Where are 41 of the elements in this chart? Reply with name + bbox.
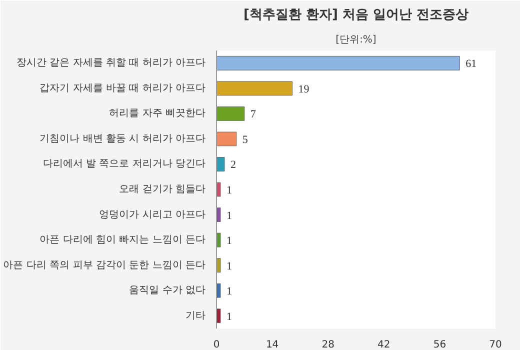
- chart-title: [척추질환 환자] 처음 일어난 전조증상: [244, 8, 469, 22]
- x-tick-label: 42: [378, 340, 390, 350]
- data-label: 5: [242, 134, 248, 146]
- y-tick-label: 엉덩이가 시리고 아프다: [99, 209, 206, 220]
- data-label: 1: [226, 310, 232, 323]
- y-tick-label: 오래 걷기가 힘들다: [119, 184, 206, 195]
- bar: [216, 81, 292, 96]
- data-label: 2: [230, 159, 236, 172]
- bar: [216, 56, 460, 70]
- chart-subtitle: [단위:%]: [336, 34, 376, 46]
- bar: [216, 157, 225, 172]
- bar: [216, 232, 221, 248]
- y-tick-label: 갑자기 자세를 바꿀 때 허리가 아프다: [40, 82, 206, 94]
- y-tick-label: 기침이나 배변 활동 시 허리가 아프다: [40, 133, 206, 144]
- bar: [216, 308, 221, 324]
- x-tick-label: 56: [433, 340, 446, 350]
- bar: [216, 258, 221, 273]
- data-label: 19: [298, 83, 310, 96]
- bar: [216, 182, 221, 197]
- y-tick-label: 다리에서 발 쪽으로 저리거나 당긴다: [42, 158, 206, 170]
- data-label: 7: [250, 108, 256, 121]
- y-tick-label: 허리를 자주 삐끗한다: [109, 108, 206, 120]
- bar: [216, 208, 221, 222]
- data-label: 1: [226, 210, 232, 222]
- y-tick-label: 장시간 같은 자세를 취할 때 허리가 아프다: [16, 58, 206, 69]
- data-label: 1: [226, 286, 232, 298]
- data-label: 1: [226, 184, 232, 196]
- x-tick-label: 28: [322, 340, 334, 350]
- x-tick-label: 70: [489, 340, 502, 350]
- y-tick-label: 아픈 다리 쪽의 피부 감각이 둔한 느낌이 든다: [3, 260, 206, 271]
- y-tick-label: 기타: [186, 310, 206, 322]
- bar: [216, 106, 245, 121]
- bar: [216, 283, 221, 298]
- data-label: 1: [226, 260, 232, 272]
- y-tick-label: 움직일 수가 없다: [129, 285, 206, 296]
- bar: [216, 132, 237, 146]
- data-label: 61: [466, 58, 477, 70]
- x-tick-label: 0: [213, 340, 220, 350]
- data-label: 1: [226, 235, 232, 248]
- y-tick-label: 아픈 다리에 힘이 빠지는 느낌이 든다: [40, 234, 206, 246]
- x-tick-label: 14: [266, 340, 279, 350]
